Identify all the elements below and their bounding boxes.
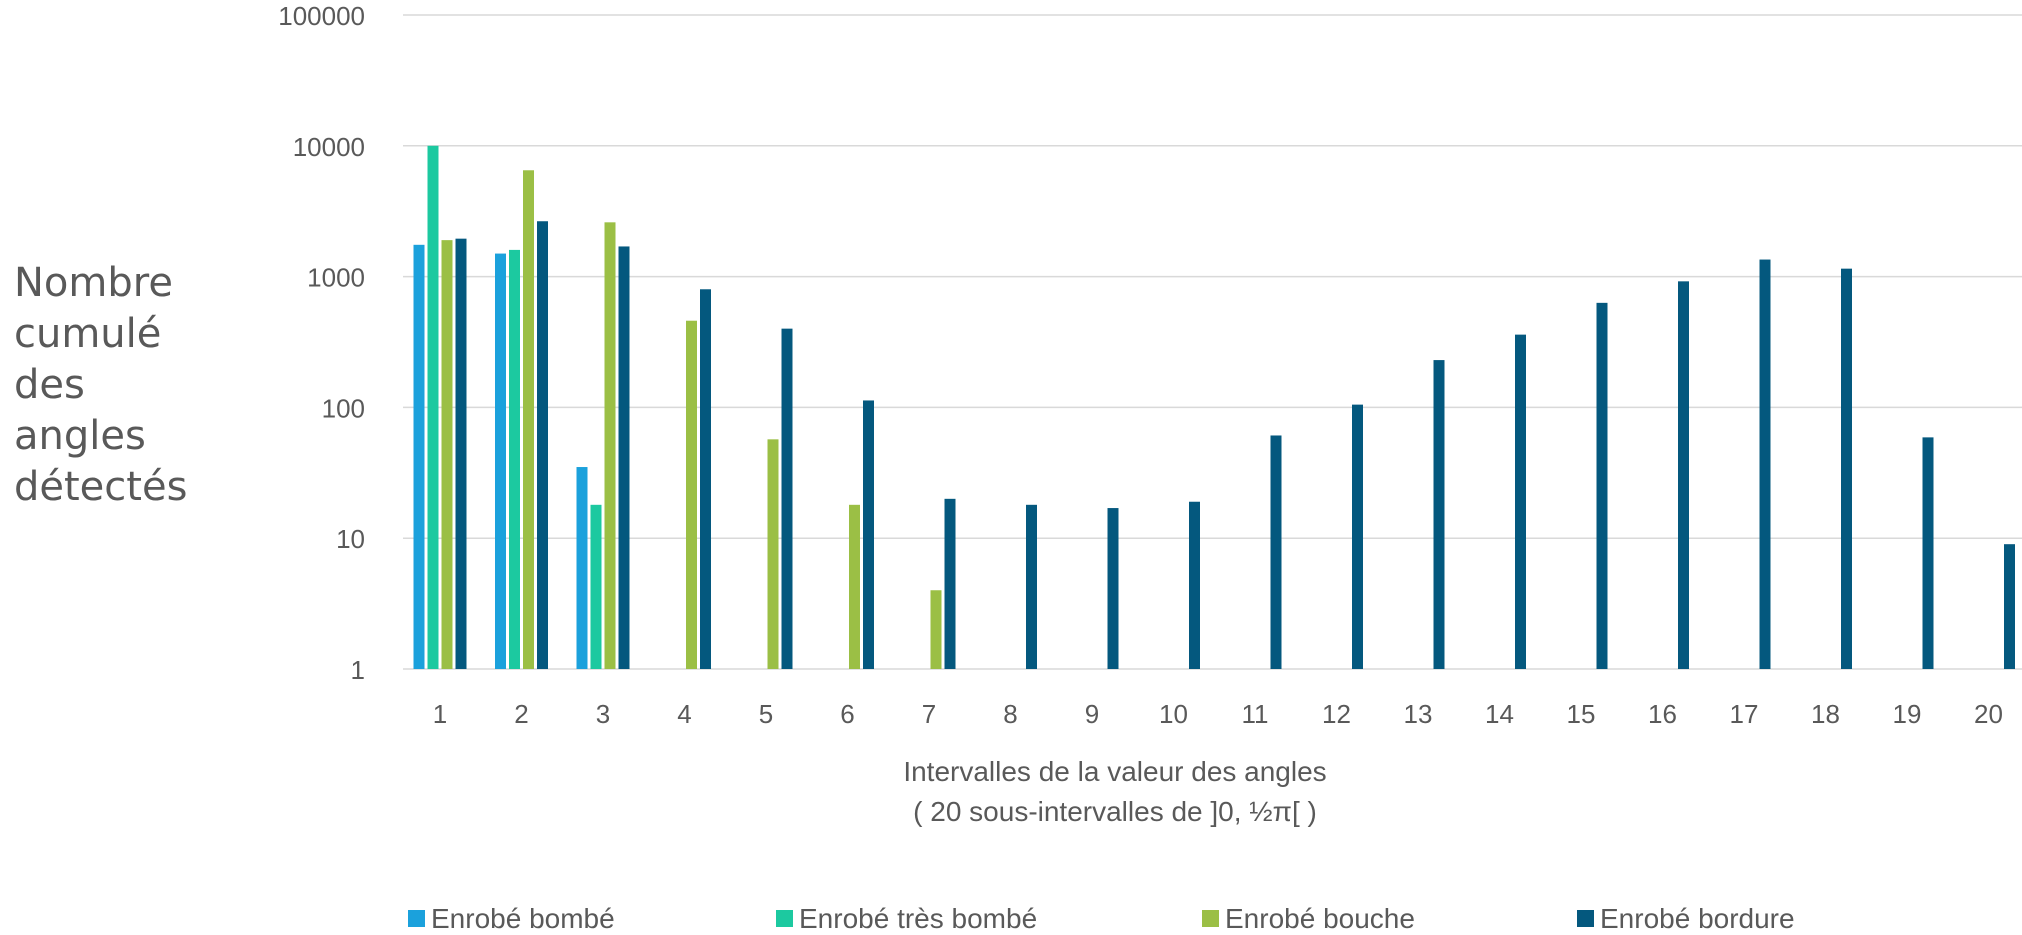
bar-enrob-bordure-11 bbox=[1270, 435, 1282, 669]
y-tick-label: 100000 bbox=[278, 1, 365, 31]
x-tick-label: 9 bbox=[1085, 699, 1099, 729]
bar-enrob-bordure-13 bbox=[1433, 360, 1445, 669]
bar-enrob-bordure-14 bbox=[1515, 334, 1526, 669]
x-tick-label: 10 bbox=[1159, 699, 1188, 729]
x-tick-label: 15 bbox=[1567, 699, 1596, 729]
x-axis-title: Intervalles de la valeur des angles bbox=[903, 756, 1326, 787]
bar-enrob-bouche-7 bbox=[930, 590, 942, 669]
bar-enrob-bordure-3 bbox=[618, 246, 630, 669]
legend-label: Enrobé bordure bbox=[1600, 902, 1795, 934]
x-tick-label: 12 bbox=[1322, 699, 1351, 729]
legend-swatch bbox=[776, 910, 793, 927]
y-axis-title: Nombre cumulé des angles détectés bbox=[14, 260, 188, 510]
y-tick-label: 100 bbox=[322, 393, 365, 423]
x-tick-label: 19 bbox=[1893, 699, 1922, 729]
bar-enrob-bordure-1 bbox=[455, 238, 467, 670]
y-tick-label: 10000 bbox=[293, 132, 365, 162]
bar-enrob-tr-s-bomb--2 bbox=[509, 249, 520, 669]
bar-enrob-bordure-2 bbox=[537, 221, 548, 669]
legend-item: Enrobé très bombé bbox=[776, 902, 1038, 934]
bar-enrob-bouche-4 bbox=[686, 320, 697, 669]
legend-swatch bbox=[1577, 910, 1594, 927]
bar-enrob-bordure-4 bbox=[700, 289, 711, 669]
bar-enrob-bomb--3 bbox=[576, 467, 588, 669]
bar-enrob-bordure-18 bbox=[1841, 268, 1852, 669]
x-tick-label: 13 bbox=[1404, 699, 1433, 729]
bar-enrob-bouche-1 bbox=[441, 240, 453, 669]
bar-enrob-bouche-6 bbox=[849, 504, 860, 669]
y-axis-tick-labels: 1 10 100 1000 10000 100000 bbox=[278, 1, 365, 685]
x-tick-label: 4 bbox=[677, 699, 691, 729]
bar-enrob-bouche-3 bbox=[604, 222, 616, 670]
x-tick-label: 3 bbox=[596, 699, 610, 729]
bar-enrob-bomb--2 bbox=[495, 253, 506, 669]
legend-swatch bbox=[1202, 910, 1219, 927]
bar-enrob-bouche-2 bbox=[523, 170, 534, 669]
x-tick-label: 11 bbox=[1242, 699, 1269, 729]
x-axis-tick-labels: 1 2 3 4 5 6 7 8 9 10 11 12 13 14 15 16 17 18 19 20 bbox=[433, 699, 2003, 729]
x-tick-label: 2 bbox=[514, 699, 528, 729]
bars bbox=[413, 145, 2015, 670]
bar-enrob-bordure-16 bbox=[1678, 281, 1689, 669]
bar-enrob-bordure-19 bbox=[1922, 437, 1934, 669]
legend-label: Enrobé bombé bbox=[431, 902, 615, 934]
y-tick-label: 10 bbox=[336, 524, 365, 554]
x-tick-label: 1 bbox=[433, 699, 447, 729]
x-tick-label: 16 bbox=[1648, 699, 1677, 729]
bar-enrob-bordure-17 bbox=[1759, 259, 1771, 669]
bar-enrob-bordure-12 bbox=[1352, 404, 1363, 669]
bar-enrob-bordure-15 bbox=[1596, 302, 1608, 669]
bar-enrob-bomb--1 bbox=[413, 244, 425, 670]
legend-item: Enrobé bouche bbox=[1202, 902, 1415, 934]
y-tick-label: 1 bbox=[351, 655, 365, 685]
bar-enrob-bordure-8 bbox=[1026, 504, 1037, 669]
legend-label: Enrobé très bombé bbox=[799, 902, 1038, 934]
bar-enrob-bordure-7 bbox=[944, 498, 956, 669]
legend-label: Enrobé bouche bbox=[1225, 902, 1415, 934]
x-axis-subtitle: ( 20 sous-intervalles de ]0, ½π[ ) bbox=[913, 796, 1317, 827]
legend-item: Enrobé bombé bbox=[408, 902, 615, 934]
x-tick-label: 18 bbox=[1811, 699, 1840, 729]
bar-enrob-bordure-20 bbox=[2004, 544, 2015, 669]
bar-enrob-tr-s-bomb--3 bbox=[590, 504, 602, 669]
bar-enrob-bordure-9 bbox=[1107, 508, 1119, 669]
bar-enrob-bordure-5 bbox=[781, 328, 793, 669]
gridlines bbox=[403, 14, 2022, 670]
x-tick-label: 8 bbox=[1003, 699, 1017, 729]
x-tick-label: 17 bbox=[1730, 699, 1759, 729]
bar-enrob-tr-s-bomb--1 bbox=[427, 145, 439, 670]
bar-enrob-bouche-5 bbox=[767, 439, 779, 669]
x-tick-label: 6 bbox=[840, 699, 854, 729]
x-tick-label: 7 bbox=[922, 699, 936, 729]
legend-swatch bbox=[408, 910, 425, 927]
legend-item: Enrobé bordure bbox=[1577, 902, 1795, 934]
x-tick-label: 14 bbox=[1485, 699, 1514, 729]
legend: Enrobé bombé Enrobé très bombé Enrobé bouc… bbox=[0, 902, 2022, 934]
y-tick-label: 1000 bbox=[307, 263, 365, 293]
x-tick-label: 5 bbox=[759, 699, 773, 729]
bar-enrob-bordure-10 bbox=[1189, 501, 1200, 669]
bar-enrob-bordure-6 bbox=[863, 400, 874, 669]
x-tick-label: 20 bbox=[1974, 699, 2003, 729]
